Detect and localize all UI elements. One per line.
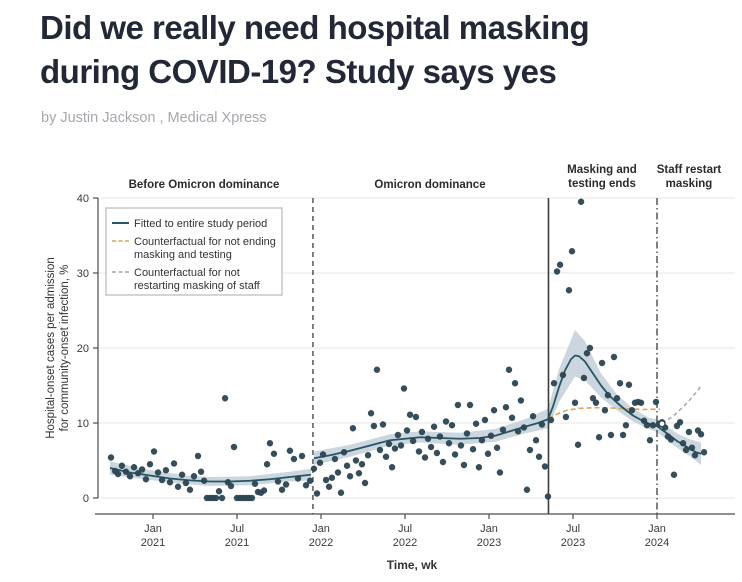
section-label-masking-ends-1: Masking and — [567, 164, 637, 176]
y-tick-10: 10 — [77, 418, 89, 430]
x-tick-jul2021-month: Jul — [230, 523, 244, 535]
x-tick-jan2022-year: 2022 — [309, 537, 333, 549]
x-tick-jan2021-month: Jan — [144, 523, 162, 535]
x-tick-jan2024-year: 2024 — [645, 537, 669, 549]
x-tick-jan2022-month: Jan — [312, 523, 330, 535]
x-tick-jan2023-month: Jan — [480, 523, 498, 535]
x-tick-jan2021-year: 2021 — [141, 537, 165, 549]
legend: Fitted to entire study period Counterfac… — [105, 207, 283, 296]
x-tick-jul2023-month: Jul — [566, 523, 580, 535]
x-tick-jan2024-month: Jan — [648, 523, 666, 535]
legend-label-fitted: Fitted to entire study period — [134, 218, 267, 230]
study-figure: Before Omicron dominance Omicron dominan… — [0, 150, 742, 582]
y-tick-0: 0 — [83, 493, 89, 505]
y-tick-30: 30 — [77, 268, 89, 280]
event-lines — [312, 198, 658, 514]
legend-box — [105, 207, 283, 296]
x-tick-jul2021-year: 2021 — [225, 537, 249, 549]
legend-label-counterfactual-ending-1: Counterfactual for not ending — [134, 236, 276, 248]
legend-label-counterfactual-restart-2: restarting masking of staff — [134, 280, 261, 292]
section-label-omicron: Omicron dominance — [374, 179, 485, 191]
legend-label-counterfactual-restart-1: Counterfactual for not — [134, 267, 240, 279]
y-tick-20: 20 — [77, 343, 89, 355]
section-label-before-omicron: Before Omicron dominance — [129, 179, 280, 191]
title-line-1: Did we really need hospital masking — [40, 9, 590, 46]
fitted-curves — [109, 354, 702, 483]
x-tick-jul2023-year: 2023 — [561, 537, 585, 549]
title-line-2: during COVID-19? Study says yes — [40, 53, 557, 90]
legend-label-counterfactual-ending-2: masking and testing — [134, 249, 232, 261]
y-axis-title-line2: for community-onset infection, % — [59, 265, 71, 432]
y-tick-40: 40 — [77, 193, 89, 205]
x-tick-jul2022-year: 2022 — [393, 537, 417, 549]
axes — [93, 197, 735, 519]
x-tick-jan2023-year: 2023 — [477, 537, 501, 549]
page-title: Did we really need hospital masking duri… — [40, 6, 735, 94]
x-tick-jul2022-month: Jul — [398, 523, 412, 535]
scatter-points — [107, 198, 708, 502]
section-label-staff-restart-2: masking — [666, 178, 713, 190]
study-chart: Before Omicron dominance Omicron dominan… — [45, 164, 735, 572]
x-axis-title: Time, wk — [387, 558, 438, 572]
section-label-masking-ends-2: testing ends — [568, 178, 636, 190]
byline: by Justin Jackson , Medical Xpress — [41, 110, 267, 126]
y-axis-title-line1: Hospital-onset cases per admission — [45, 257, 57, 439]
section-label-staff-restart-1: Staff restart — [657, 164, 722, 176]
